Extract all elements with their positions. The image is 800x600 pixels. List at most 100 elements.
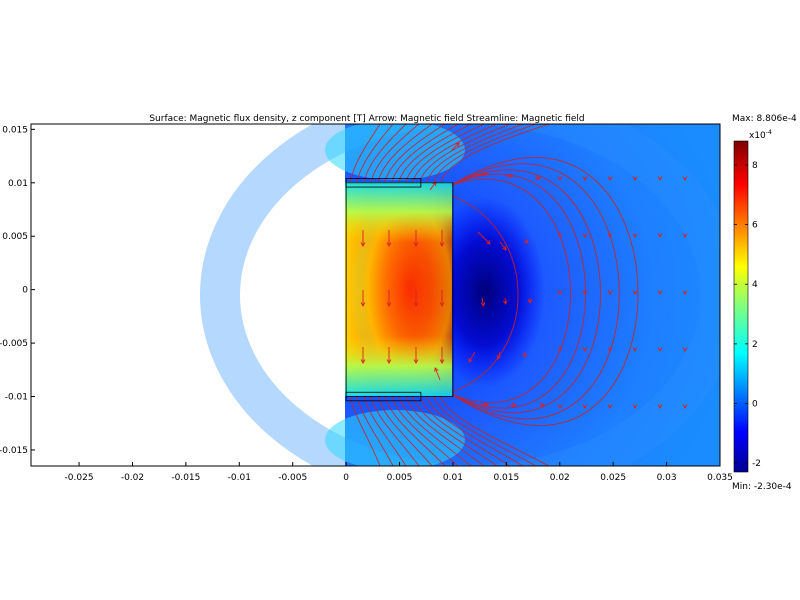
streamline xyxy=(426,395,524,466)
field-arrow-head xyxy=(524,239,529,244)
field-arrow-head xyxy=(557,290,563,295)
field-arrow-head xyxy=(484,402,489,408)
streamline xyxy=(451,163,620,420)
field-arrow-head xyxy=(632,176,638,181)
field-arrow-head xyxy=(480,302,486,307)
field-arrow-head xyxy=(386,359,392,364)
field-arrow-head xyxy=(360,242,366,247)
streamline xyxy=(349,124,381,183)
streamline xyxy=(433,124,537,183)
field-arrow xyxy=(474,173,488,177)
colorbar-tick-label: 6 xyxy=(752,221,758,231)
field-arrow-head xyxy=(657,404,663,409)
x-tick-label: -0.015 xyxy=(171,473,200,483)
streamline xyxy=(370,124,420,183)
field-arrow-head xyxy=(682,233,688,238)
field-arrow-head xyxy=(607,347,613,352)
rim-top-outline xyxy=(345,178,422,188)
field-arrow-head xyxy=(682,347,688,352)
streamline xyxy=(451,157,639,426)
field-arrow-head xyxy=(607,176,613,181)
field-arrow xyxy=(477,231,491,245)
field-arrow-head xyxy=(360,302,366,307)
field-arrow-head xyxy=(682,404,688,409)
y-tick-label: 0 xyxy=(22,286,28,296)
field-arrow-head xyxy=(582,176,588,181)
y-tick-label: 0.005 xyxy=(2,232,28,242)
field-arrow-head xyxy=(360,359,366,364)
streamline xyxy=(356,395,394,466)
field-arrow-head xyxy=(455,142,460,147)
field-arrow-head xyxy=(509,173,514,179)
streamline xyxy=(377,124,433,183)
field-arrow-head xyxy=(483,171,488,177)
field-arrow-head xyxy=(657,233,663,238)
y-tick-label: 0.01 xyxy=(8,179,28,189)
field-arrow-head xyxy=(386,242,392,247)
streamline xyxy=(412,124,498,183)
field-arrow xyxy=(429,181,437,191)
field-arrow-head xyxy=(439,359,445,364)
field-arrow-head xyxy=(657,290,663,295)
rim-bottom-outline xyxy=(345,391,422,402)
field-arrow-head xyxy=(502,245,507,251)
field-arrow-head xyxy=(632,404,638,409)
colorbar-tick-label: 4 xyxy=(752,280,758,290)
streamline xyxy=(426,124,524,183)
field-arrow-head xyxy=(536,175,541,181)
geometry-outline xyxy=(345,178,454,402)
x-tick-label: 0 xyxy=(343,473,349,483)
field-arrow-head xyxy=(527,299,533,304)
field-arrow-head xyxy=(502,300,508,305)
field-arrow-head xyxy=(557,404,563,409)
magnet-edge-bottom xyxy=(345,336,452,396)
x-tick-label: 0.005 xyxy=(387,473,413,483)
field-arrow xyxy=(434,367,441,381)
streamline xyxy=(451,195,519,393)
chart-title: Surface: Magnetic flux density, z compon… xyxy=(149,114,584,124)
field-arrow-head xyxy=(607,290,613,295)
streamline xyxy=(398,124,472,183)
streamline xyxy=(384,124,446,183)
streamline xyxy=(440,395,550,466)
streamline xyxy=(384,395,446,466)
field-arrow-head xyxy=(582,290,588,295)
field-arrow xyxy=(481,297,485,307)
streamline xyxy=(363,124,407,183)
y-tick-label: -0.015 xyxy=(0,446,28,456)
streamlines xyxy=(349,124,639,466)
colorbar-max-label: Max: 8.806e-4 xyxy=(732,114,797,124)
x-axis: -0.025 -0.02 -0.015 -0.01 -0.005 0 0.005 0.01 0.… xyxy=(65,462,733,483)
field-arrow-head xyxy=(512,402,517,408)
streamline xyxy=(419,395,511,466)
colorbar-tick-label: 2 xyxy=(752,340,758,350)
field-arrow-head xyxy=(557,347,563,352)
x-tick-label: 0.01 xyxy=(443,473,463,483)
field-ring xyxy=(200,124,720,466)
streamline xyxy=(370,395,420,466)
x-tick-label: -0.005 xyxy=(278,473,307,483)
field-arrow-head xyxy=(413,242,419,247)
field-arrow-head xyxy=(582,347,588,352)
x-tick-label: 0.025 xyxy=(600,473,626,483)
field-arrow-head xyxy=(682,176,688,181)
y-tick-label: -0.01 xyxy=(5,393,28,403)
streamline xyxy=(419,124,511,183)
x-tick-label: 0.03 xyxy=(657,473,677,483)
colorbar-exponent-base: x10 xyxy=(749,131,766,141)
x-tick-label: 0.02 xyxy=(550,473,570,483)
streamline xyxy=(451,169,601,413)
field-arrow xyxy=(468,351,476,363)
field-arrow-head xyxy=(607,233,613,238)
streamline xyxy=(412,395,498,466)
field-arrow-head xyxy=(413,359,419,364)
field-arrow-head xyxy=(413,302,419,307)
streamline xyxy=(405,124,485,183)
field-arrow xyxy=(504,297,507,305)
streamline xyxy=(433,395,537,466)
field-arrow xyxy=(451,142,460,151)
streamline xyxy=(349,395,381,466)
field-arrow-head xyxy=(657,176,663,181)
x-tick-label: -0.02 xyxy=(121,473,144,483)
field-arrow-head xyxy=(557,176,563,181)
